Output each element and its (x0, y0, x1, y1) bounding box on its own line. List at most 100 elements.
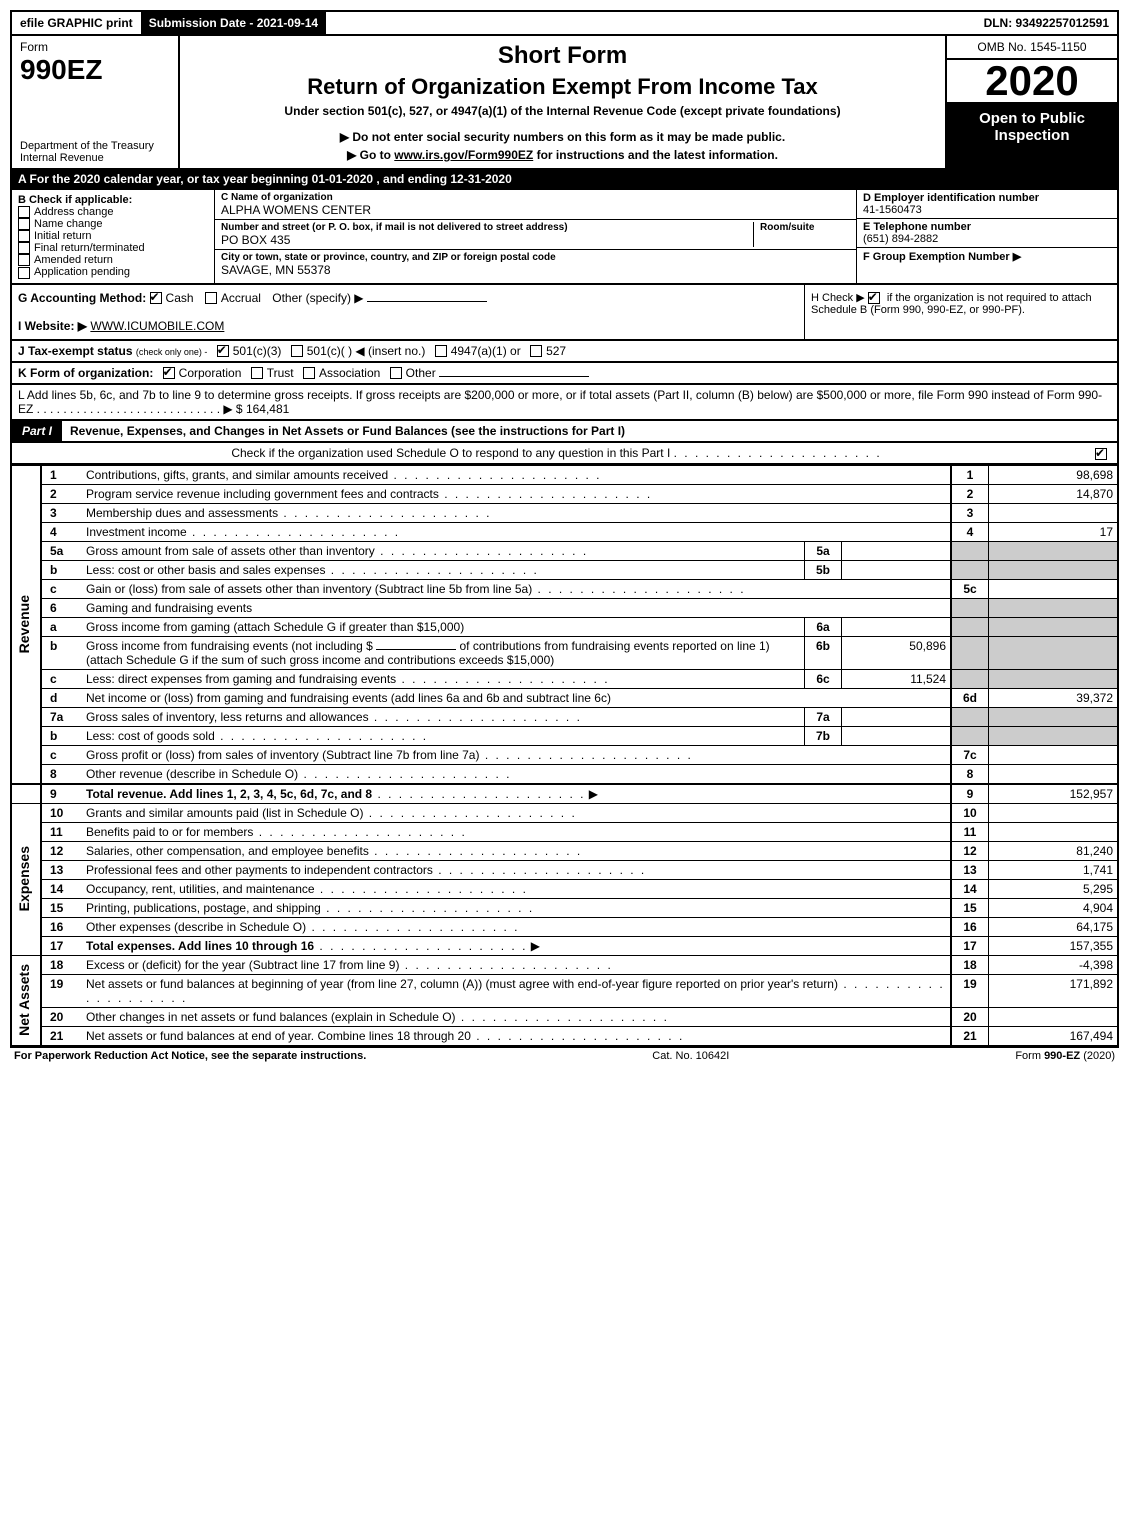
j-o1: 501(c)(3) (233, 344, 282, 358)
amt (989, 503, 1119, 522)
l-text: L Add lines 5b, 6c, and 7b to line 9 to … (18, 388, 1102, 416)
checkbox-501c[interactable] (291, 345, 303, 357)
numcol: 3 (951, 503, 989, 522)
footer-right: Form 990-EZ (2020) (1015, 1050, 1115, 1062)
table-row: 17 Total expenses. Add lines 10 through … (11, 936, 1118, 955)
checkbox-app-pending[interactable] (18, 267, 30, 279)
checkbox-final-return[interactable] (18, 242, 30, 254)
ssn-warning: ▶ Do not enter social security numbers o… (188, 130, 937, 144)
desc: Gross income from gaming (attach Schedul… (86, 620, 464, 634)
checkbox-trust[interactable] (251, 367, 263, 379)
checkbox-501c3[interactable] (217, 345, 229, 357)
form-number: 990EZ (20, 54, 170, 86)
desc: Program service revenue including govern… (86, 487, 439, 501)
checkbox-address-change[interactable] (18, 206, 30, 218)
room-header: Room/suite (760, 222, 850, 233)
k-o4: Other (406, 366, 436, 380)
expenses-side-label: Expenses (16, 846, 32, 911)
b-opt4: Final return/terminated (34, 242, 145, 254)
k-other-input[interactable] (439, 376, 589, 377)
footer-left: For Paperwork Reduction Act Notice, see … (14, 1050, 366, 1062)
revenue-side-label: Revenue (16, 595, 32, 653)
desc: Less: direct expenses from gaming and fu… (86, 672, 396, 686)
ln: c (41, 745, 82, 764)
c-name-header: C Name of organization (221, 192, 850, 203)
ln: 8 (41, 764, 82, 784)
ln: c (41, 669, 82, 688)
amt: 98,698 (989, 465, 1119, 484)
amt (989, 745, 1119, 764)
grey (989, 707, 1119, 726)
irs-link[interactable]: www.irs.gov/Form990EZ (394, 148, 533, 162)
table-row: 3 Membership dues and assessments 3 (11, 503, 1118, 522)
h-pre: H Check ▶ (811, 292, 868, 304)
ln: 18 (41, 955, 82, 974)
goto-prefix: ▶ Go to (347, 148, 394, 162)
d-header: D Employer identification number (863, 192, 1111, 204)
amt: 17 (989, 522, 1119, 541)
k-line: K Form of organization: Corporation Trus… (10, 363, 1119, 385)
checkbox-amended-return[interactable] (18, 254, 30, 266)
top-bar: efile GRAPHIC print Submission Date - 20… (10, 10, 1119, 36)
table-row: 4 Investment income 4 17 (11, 522, 1118, 541)
grey (951, 598, 989, 617)
desc: Less: cost or other basis and sales expe… (86, 563, 325, 577)
grey (951, 560, 989, 579)
header-left: Form 990EZ Department of the Treasury In… (12, 36, 180, 168)
checkbox-name-change[interactable] (18, 218, 30, 230)
grey (989, 636, 1119, 669)
amt: 167,494 (989, 1026, 1119, 1046)
ln: 11 (41, 822, 82, 841)
desc: Other expenses (describe in Schedule O) (86, 920, 306, 934)
checkbox-h[interactable] (868, 292, 880, 304)
g-other-input[interactable] (367, 301, 487, 302)
numcol: 7c (951, 745, 989, 764)
numcol: 20 (951, 1007, 989, 1026)
j-line: J Tax-exempt status (check only one) - 5… (10, 341, 1119, 363)
j-o2: 501(c)( ) ◀ (insert no.) (307, 344, 426, 358)
desc: Salaries, other compensation, and employ… (86, 844, 369, 858)
website-value[interactable]: WWW.ICUMOBILE.COM (90, 319, 224, 333)
submission-date: Submission Date - 2021-09-14 (141, 12, 326, 34)
checkbox-527[interactable] (530, 345, 542, 357)
table-row: c Gross profit or (loss) from sales of i… (11, 745, 1118, 764)
efile-print-label[interactable]: efile GRAPHIC print (12, 12, 141, 34)
numcol: 14 (951, 879, 989, 898)
table-row: Net Assets 18 Excess or (deficit) for th… (11, 955, 1118, 974)
department-label: Department of the Treasury Internal Reve… (20, 140, 170, 164)
tax-year: 2020 (947, 60, 1117, 104)
table-row: d Net income or (loss) from gaming and f… (11, 688, 1118, 707)
footer-right-post: (2020) (1083, 1050, 1115, 1062)
contrib-input[interactable] (376, 649, 456, 650)
checkbox-assoc[interactable] (303, 367, 315, 379)
desc: Gross income from fundraising events (no… (86, 639, 373, 653)
part1-label: Part I (12, 421, 62, 441)
b-opt2: Name change (34, 218, 103, 230)
part1-header: Part I Revenue, Expenses, and Changes in… (10, 421, 1119, 443)
amt (989, 579, 1119, 598)
numcol: 9 (951, 784, 989, 804)
table-row: 15 Printing, publications, postage, and … (11, 898, 1118, 917)
ln: 19 (41, 974, 82, 1007)
grey (951, 541, 989, 560)
checkbox-corp[interactable] (163, 367, 175, 379)
checkbox-initial-return[interactable] (18, 230, 30, 242)
numcol: 1 (951, 465, 989, 484)
checkbox-accrual[interactable] (205, 292, 217, 304)
ln: 2 (41, 484, 82, 503)
amt (989, 803, 1119, 822)
checkbox-schedule-o[interactable] (1095, 448, 1107, 460)
checkbox-cash[interactable] (150, 292, 162, 304)
c-addr-header: Number and street (or P. O. box, if mail… (221, 222, 753, 233)
under-section: Under section 501(c), 527, or 4947(a)(1)… (188, 104, 937, 118)
table-row: 8 Other revenue (describe in Schedule O)… (11, 764, 1118, 784)
checkbox-other-org[interactable] (390, 367, 402, 379)
checkbox-4947[interactable] (435, 345, 447, 357)
desc: Excess or (deficit) for the year (Subtra… (86, 958, 399, 972)
open-public-inspection: Open to Public Inspection (947, 104, 1117, 168)
grey (951, 726, 989, 745)
subln: 7b (805, 726, 842, 745)
table-row: 2 Program service revenue including gove… (11, 484, 1118, 503)
form-label: Form (20, 40, 170, 54)
desc: Contributions, gifts, grants, and simila… (86, 468, 388, 482)
